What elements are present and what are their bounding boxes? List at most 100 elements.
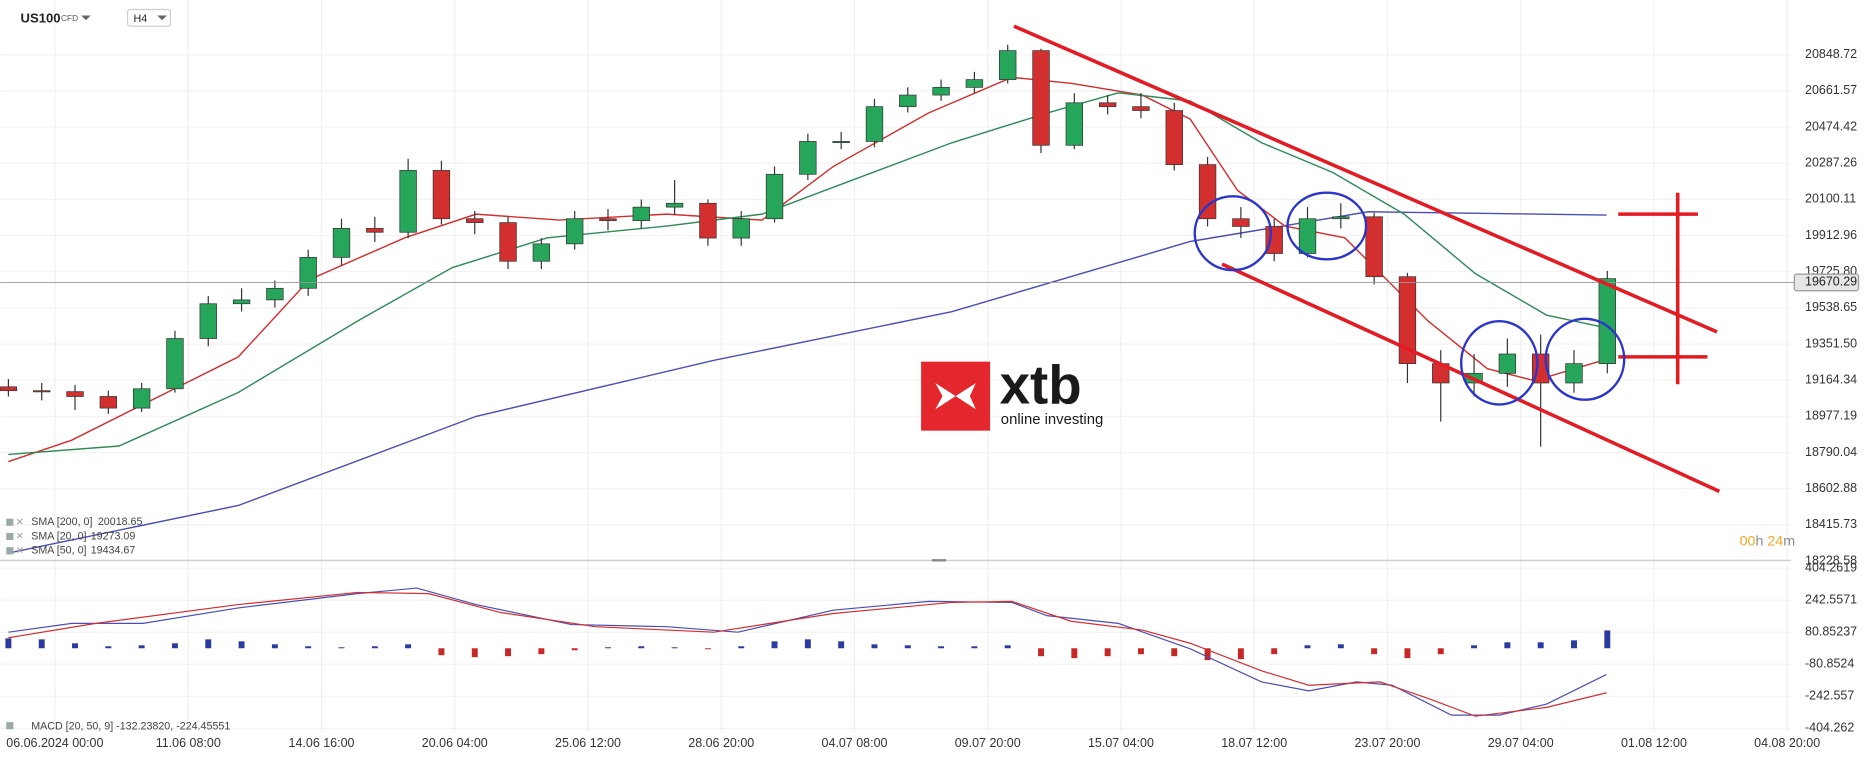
macd-histogram-bar [1471, 645, 1478, 649]
y-tick-label: 20100.11 [1805, 192, 1856, 206]
legend-icon-close: ✕ [16, 531, 24, 542]
y-tick-label: 18415.73 [1805, 517, 1857, 531]
x-tick-label: 04.08 20:00 [1754, 736, 1820, 750]
candle-body [132, 388, 151, 409]
macd-histogram-bar [1571, 640, 1577, 649]
macd-histogram-bar [1204, 648, 1211, 661]
macd-histogram-bar [571, 648, 578, 651]
legend-value: 19434.67 [91, 545, 136, 557]
y-tick-label: 20287.26 [1805, 156, 1857, 170]
legend-name: SMA [50, 0] [31, 545, 86, 557]
macd-histogram-bar [671, 647, 678, 649]
candle-body [66, 391, 84, 397]
x-tick-label: 01.08 12:00 [1621, 736, 1687, 750]
toolbar: US100 CFD H4 [21, 8, 172, 27]
y-tick-label: 19164.34 [1805, 373, 1857, 387]
channel-upper [1013, 24, 1718, 334]
candle-body [366, 228, 384, 233]
macd-histogram-bar [1137, 648, 1144, 655]
macd-histogram-bar [5, 638, 12, 649]
macd-histogram-bar [371, 646, 378, 649]
ellipse [1460, 320, 1539, 406]
timeframe-box[interactable] [127, 8, 172, 27]
highlight-ellipses [1193, 191, 1626, 406]
candle-body [699, 202, 717, 239]
candle-body [33, 390, 51, 393]
y-tick-label: 18228.58 [1805, 553, 1857, 567]
channel-lower [1221, 262, 1721, 493]
macd-histogram-bar [971, 646, 978, 649]
macd-histogram-bar [1604, 630, 1611, 649]
macd-histogram-bar [1071, 648, 1078, 659]
candle-body [1565, 363, 1583, 384]
annotations [1013, 24, 1721, 493]
candle-body [732, 218, 750, 239]
macd-histogram-bar [405, 644, 412, 649]
macd-tick-label: 80.85237 [1805, 625, 1857, 639]
candle-body [332, 228, 351, 258]
macd-histogram-bar [1271, 648, 1278, 655]
candle-body [232, 299, 251, 305]
countdown-minutes: 24 [1767, 533, 1783, 549]
candle-body [99, 396, 118, 409]
macd-histogram-bar [271, 644, 278, 649]
legend-icon [6, 518, 14, 526]
x-tick-label: 18.07 12:00 [1221, 736, 1287, 750]
candle-countdown: 00h 24m [1740, 533, 1796, 549]
plot [0, 44, 1795, 717]
candle-body [1165, 110, 1183, 165]
y-tick-label: 19912.96 [1805, 228, 1857, 242]
legend-value: 19273.09 [91, 530, 136, 542]
candle-body [1232, 218, 1250, 227]
candle-body [432, 170, 451, 220]
candle-body [1065, 102, 1084, 146]
legend-name: SMA [200, 0] [31, 516, 92, 528]
x-tick-label: 25.06 12:00 [555, 736, 621, 750]
current-price-label: 19670.29 [1805, 275, 1857, 289]
macd-histogram-bar [138, 645, 145, 649]
y-tick-label: 20474.42 [1805, 119, 1857, 133]
candle-body [765, 173, 784, 220]
x-tick-label: 11.06 08:00 [156, 736, 221, 750]
candle-body [399, 170, 417, 233]
logo-tagline: online investing [1001, 412, 1103, 428]
x-tick-label: 04.07 08:00 [822, 736, 888, 750]
candle-body [565, 218, 584, 245]
ellipse [1544, 317, 1626, 401]
timeframe: H4 [134, 13, 148, 25]
macd-histogram-bar [1038, 648, 1044, 657]
countdown-hours: 00 [1740, 533, 1756, 549]
macd-histogram-bar [238, 641, 245, 649]
candle-body [865, 106, 884, 142]
macd-histogram-bar [904, 645, 911, 649]
x-tick-label: 20.06 04:00 [422, 736, 488, 750]
candle-body [1132, 106, 1150, 111]
macd-histogram-bar [205, 639, 212, 649]
candle-body [1498, 353, 1517, 374]
macd-histogram-bar [638, 646, 645, 649]
macd-histogram-bar [538, 648, 545, 655]
symbol-dropdown[interactable] [81, 15, 91, 21]
symbol[interactable]: US100 [21, 10, 61, 25]
macd-tick-label: -242.557 [1805, 689, 1854, 703]
macd-histogram-bar [1504, 642, 1511, 649]
macd-histogram-bar [38, 639, 45, 649]
timeframe-dropdown[interactable] [157, 15, 167, 21]
x-tick-label: 15.07 04:00 [1088, 736, 1154, 750]
candle-body [799, 141, 817, 175]
candle-body [499, 222, 517, 262]
macd-histogram-bar [804, 639, 811, 649]
macd-histogram-bar [1404, 648, 1411, 659]
legend-icon [6, 532, 14, 541]
instrument-type: CFD [61, 13, 78, 23]
candle-body [665, 202, 684, 208]
macd-histogram-bar [938, 646, 945, 649]
countdown-minutes-unit: m [1783, 533, 1795, 549]
macd-tick-label: 404.2619 [1805, 560, 1857, 574]
macd-histogram-bar [1371, 648, 1378, 655]
candle-body [1398, 276, 1417, 365]
candle-body [899, 94, 917, 108]
candle-body [932, 86, 950, 96]
macd-histogram-bar [471, 648, 478, 658]
sma-line [8, 92, 1607, 456]
